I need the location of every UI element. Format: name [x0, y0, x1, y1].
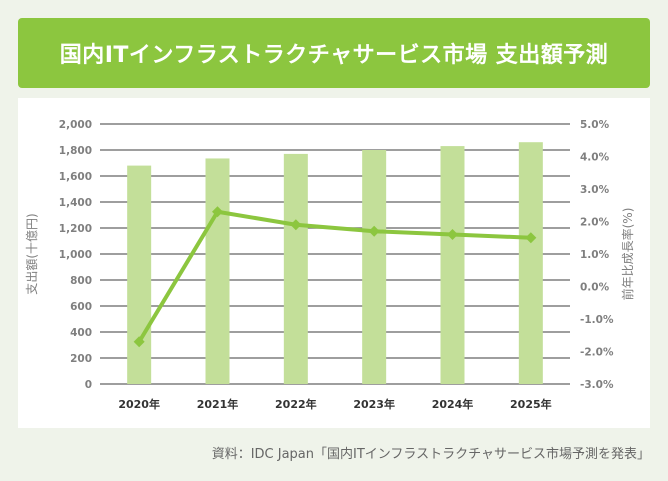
- left-tick-label: 400: [70, 327, 92, 339]
- bar: [127, 165, 152, 384]
- line-point: [212, 206, 223, 218]
- line-layer: [133, 206, 537, 348]
- right-tick-label: 0.0%: [580, 282, 610, 294]
- growth-line: [137, 209, 533, 344]
- right-tick-label: 3.0%: [580, 184, 610, 196]
- left-axis-label: 支出額(十億円): [25, 213, 39, 294]
- left-tick-label: 0: [85, 379, 92, 391]
- left-tick-label: 600: [70, 301, 92, 313]
- line-point: [368, 225, 380, 237]
- right-axis-label: 前年比成長率(%): [620, 208, 635, 301]
- line-point: [290, 219, 302, 231]
- left-tick-label: 1,400: [59, 197, 92, 209]
- x-tick-label: 2020年: [118, 397, 160, 411]
- left-tick-label: 1,000: [59, 249, 92, 261]
- right-tick-label: 1.0%: [580, 249, 610, 261]
- bar: [362, 150, 387, 384]
- right-tick-label: -2.0%: [580, 347, 614, 359]
- bar: [283, 153, 308, 384]
- chart-panel: 0 200 400 600 800 1,000 1,200 1,400 1,600 1,800 2,…: [18, 98, 650, 428]
- left-tick-label: 1,600: [59, 171, 92, 183]
- right-tick-label: 2.0%: [580, 217, 610, 229]
- bar-layer: [127, 142, 543, 384]
- right-tick-label: -3.0%: [580, 379, 614, 391]
- x-tick-label: 2022年: [275, 397, 317, 411]
- left-tick-label: 1,200: [59, 223, 92, 235]
- bar: [518, 142, 543, 384]
- left-axis: 0 200 400 600 800 1,000 1,200 1,400 1,600 1,800 2,…: [59, 119, 92, 391]
- x-tick-label: 2025年: [510, 397, 552, 411]
- x-tick-label: 2021年: [197, 397, 239, 411]
- x-tick-label: 2023年: [353, 397, 395, 411]
- right-axis: -3.0% -2.0% -1.0% 0.0% 1.0% 2.0% 3.0% 4.0% 5.0%: [580, 119, 614, 391]
- left-tick-label: 200: [70, 353, 92, 365]
- right-tick-label: 5.0%: [580, 119, 610, 131]
- source-note: 資料：IDC Japan「国内ITインフラストラクチャサービス市場予測を発表」: [211, 447, 650, 462]
- line-point: [447, 229, 458, 240]
- right-tick-label: -1.0%: [580, 314, 614, 326]
- bar: [205, 158, 230, 384]
- combo-chart: 0 200 400 600 800 1,000 1,200 1,400 1,600 1,800 2,…: [25, 119, 635, 411]
- left-tick-label: 1,800: [59, 145, 92, 157]
- right-tick-label: 4.0%: [580, 152, 610, 164]
- left-tick-label: 800: [70, 275, 92, 287]
- line-point: [525, 232, 537, 244]
- chart-title: 国内ITインフラストラクチャサービス市場 支出額予測: [59, 43, 609, 68]
- line-point: [133, 336, 145, 348]
- title-bar: 国内ITインフラストラクチャサービス市場 支出額予測: [18, 18, 650, 88]
- bar: [440, 146, 465, 384]
- x-tick-label: 2024年: [432, 397, 474, 411]
- x-axis: 2020年 2021年 2022年 2023年 2024年 2025年: [118, 397, 551, 411]
- left-tick-label: 2,000: [59, 119, 92, 131]
- grid-layer: [100, 123, 570, 385]
